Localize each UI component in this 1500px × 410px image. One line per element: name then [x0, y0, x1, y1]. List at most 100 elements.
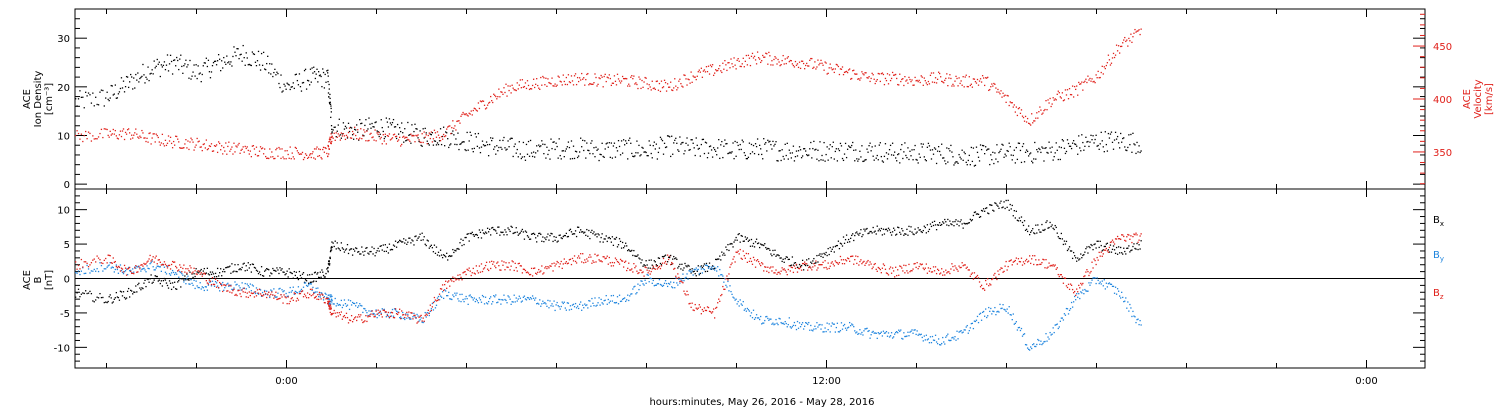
velocity-point: [1058, 92, 1060, 94]
density-point: [645, 151, 647, 154]
density-point: [985, 146, 987, 148]
density-point: [816, 158, 818, 160]
density-point: [583, 149, 585, 152]
b-bx-point: [329, 257, 331, 260]
velocity-point: [645, 77, 647, 79]
b-bx-point: [1001, 207, 1003, 209]
b-by-point: [728, 290, 730, 292]
b-by-point: [135, 267, 137, 269]
b-bx-point: [373, 247, 375, 250]
velocity-point: [453, 127, 455, 130]
velocity-point: [181, 147, 183, 149]
density-point: [818, 160, 820, 162]
b-bz-point: [325, 298, 327, 300]
velocity-point: [1105, 64, 1108, 67]
b-bz-point: [355, 316, 357, 318]
b-bx-point: [722, 254, 724, 256]
density-point: [327, 92, 330, 94]
b-by-point: [826, 322, 828, 324]
b-bz-point: [220, 283, 222, 285]
b-bx-point: [1100, 244, 1102, 247]
velocity-point: [318, 148, 320, 150]
b-bz-point: [507, 266, 509, 269]
b-bx-point: [723, 252, 725, 254]
b-bz-point: [613, 262, 616, 264]
b-by-point: [169, 274, 172, 276]
density-point: [724, 139, 726, 141]
velocity-point: [367, 140, 369, 142]
velocity-point: [772, 64, 774, 66]
b-bz-point: [600, 260, 602, 262]
velocity-point: [1140, 28, 1142, 30]
velocity-point: [413, 135, 415, 137]
b-by-point: [621, 298, 624, 300]
b-by-point: [675, 277, 677, 279]
b-by-point: [319, 296, 321, 298]
b-by-point: [891, 337, 894, 339]
b-bz-point: [553, 262, 555, 264]
density-point: [328, 101, 331, 104]
b-bz-point: [430, 309, 433, 312]
b-bx-point: [273, 269, 275, 272]
b-bz-point: [133, 272, 135, 275]
velocity-point: [431, 141, 434, 143]
velocity-point: [896, 77, 898, 80]
b-bx-point: [405, 239, 407, 241]
density-point: [503, 136, 505, 139]
b-by-point: [196, 285, 198, 287]
b-by-point: [846, 327, 849, 329]
b-bz-point: [643, 275, 645, 277]
velocity-point: [545, 77, 547, 79]
density-point: [691, 139, 693, 141]
b-bx-point: [994, 202, 996, 204]
density-point: [753, 152, 756, 155]
b-bz-point: [469, 270, 471, 272]
density-point: [302, 81, 305, 84]
density-point: [325, 81, 327, 83]
b-bx-point: [296, 276, 299, 279]
velocity-point: [217, 141, 220, 143]
b-bx-point: [608, 236, 610, 239]
b-bz-point: [339, 314, 341, 316]
b-bx-point: [471, 231, 473, 234]
b-bz-point: [401, 310, 403, 312]
density-point: [972, 147, 975, 149]
b-bx-point: [213, 276, 216, 278]
velocity-point: [1001, 96, 1003, 98]
density-point: [228, 61, 230, 63]
b-by-point: [1063, 313, 1066, 315]
density-point: [659, 136, 662, 139]
density-point: [1053, 155, 1055, 158]
velocity-point: [327, 145, 329, 147]
b-bx-point: [530, 233, 533, 235]
density-point: [392, 118, 395, 121]
density-point: [1051, 146, 1053, 148]
b-bx-point: [1138, 244, 1140, 246]
b-bz-point: [412, 318, 414, 320]
b-bx-point: [465, 236, 467, 239]
b-by-point: [511, 301, 513, 303]
density-point: [790, 157, 793, 159]
b-bx-point: [288, 268, 290, 270]
b-by-point: [635, 293, 637, 295]
density-point: [774, 143, 776, 146]
b-bz-point: [492, 263, 494, 265]
b-bx-point: [597, 233, 599, 235]
b-by-point: [356, 302, 358, 304]
b-bx-point: [1044, 228, 1046, 231]
b-bz-point: [482, 268, 485, 270]
velocity-point: [542, 75, 544, 78]
velocity-point: [544, 84, 546, 86]
density-point: [593, 147, 595, 149]
b-by-point: [941, 342, 943, 345]
b-bx-point: [160, 280, 163, 282]
density-point: [370, 127, 372, 129]
b-bx-point: [109, 294, 111, 296]
density-point: [588, 149, 590, 152]
b-by-point: [253, 291, 256, 293]
b-by-point: [1005, 310, 1007, 313]
b-by-point: [1013, 323, 1015, 325]
density-point: [539, 145, 541, 148]
b-by-point: [770, 318, 772, 320]
velocity-point: [690, 71, 692, 73]
